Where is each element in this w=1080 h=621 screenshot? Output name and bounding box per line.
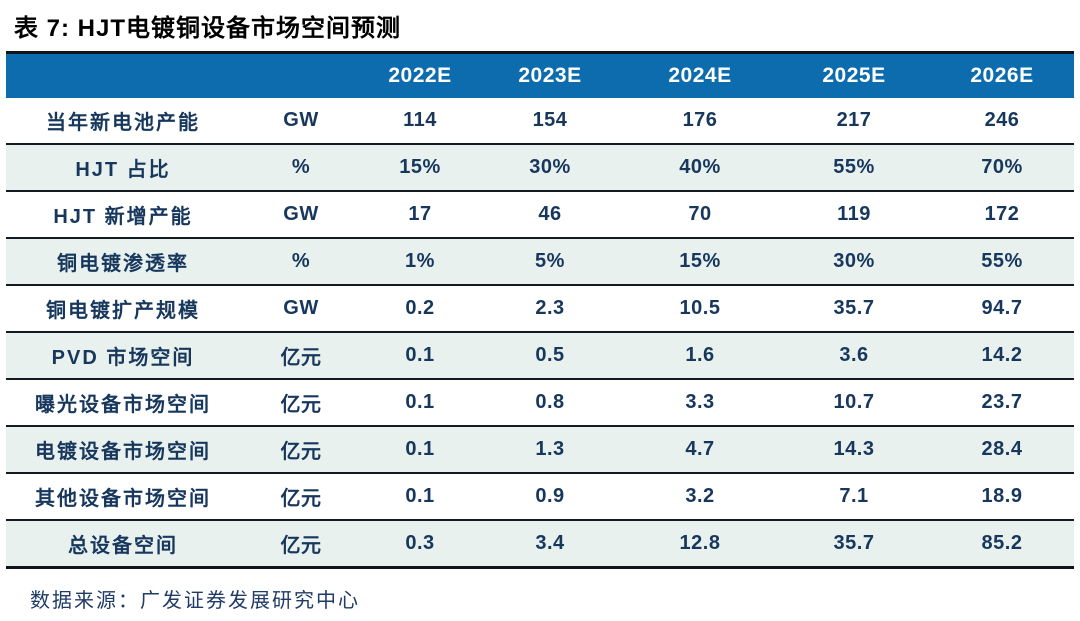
table-row: HJT 新增产能 GW 17 46 70 119 172	[6, 190, 1074, 238]
table-row: 铜电镀渗透率% 1% 5% 15% 30% 55%	[6, 237, 1074, 285]
table-row: 当年新电池产能 GW 114 154 176 217 246	[6, 98, 1074, 144]
header-cell-unit	[240, 52, 362, 98]
row-value: 40%	[622, 143, 778, 191]
header-cell-label	[6, 52, 240, 98]
row-label: 电镀设备市场空间	[6, 425, 240, 473]
row-label: HJT 新增产能	[6, 190, 240, 238]
row-value: 246	[984, 109, 1020, 131]
row-value: 217	[836, 109, 872, 131]
row-value: 3.4	[478, 519, 622, 568]
row-value: 23.7	[930, 378, 1074, 426]
row-unit: %	[240, 237, 362, 285]
row-value: 46	[478, 190, 622, 238]
row-value: 3.3	[622, 378, 778, 426]
row-value: 30%	[478, 143, 622, 191]
header-cell-2022e: 2022E	[362, 52, 478, 98]
header-cell-2024e: 2024E	[622, 52, 778, 98]
row-value: 10.5	[622, 284, 778, 332]
row-unit: 亿元	[240, 519, 362, 568]
row-value: 0.1	[362, 378, 478, 426]
row-label: 铜电镀扩产规模	[6, 284, 240, 332]
row-value: 119	[778, 190, 930, 238]
row-value: 12.8	[622, 519, 778, 568]
row-value: 28.4	[930, 425, 1074, 473]
row-value: 0.1	[362, 425, 478, 473]
row-value: 176	[682, 109, 718, 131]
row-value: 0.3	[362, 519, 478, 568]
row-value: 114	[403, 109, 437, 131]
row-value: 0.9	[478, 472, 622, 520]
table-title: 表 7: HJT电镀铜设备市场空间预测	[14, 15, 402, 42]
row-label: 铜电镀渗透率	[6, 237, 240, 285]
row-value: 35.7	[778, 284, 930, 332]
row-unit: 亿元	[240, 472, 362, 520]
row-value: 0.8	[478, 378, 622, 426]
row-unit: GW	[283, 109, 319, 131]
row-value: 172	[930, 190, 1074, 238]
row-label: 总设备空间	[6, 519, 240, 568]
row-unit: 亿元	[240, 425, 362, 473]
row-unit: %	[240, 143, 362, 191]
row-value: 85.2	[930, 519, 1074, 568]
table-row: 电镀设备市场空间 亿元 0.1 1.3 4.7 14.3 28.4	[6, 425, 1074, 473]
row-value: 70%	[930, 143, 1074, 191]
row-value: 35.7	[778, 519, 930, 568]
row-value: 14.3	[778, 425, 930, 473]
row-value: 3.2	[622, 472, 778, 520]
row-label: PVD 市场空间	[6, 331, 240, 379]
row-label: 当年新电池产能	[46, 112, 200, 134]
table-row: PVD 市场空间 亿元 0.1 0.5 1.6 3.6 14.2	[6, 331, 1074, 379]
row-value: 0.1	[362, 331, 478, 379]
row-value: 30%	[778, 237, 930, 285]
row-value: 70	[622, 190, 778, 238]
header-cell-2023e: 2023E	[478, 52, 622, 98]
row-value: 18.9	[930, 472, 1074, 520]
table-row: 曝光设备市场空间 亿元 0.1 0.8 3.3 10.7 23.7	[6, 378, 1074, 426]
table-row: 总设备空间 亿元 0.3 3.4 12.8 35.7 85.2	[6, 519, 1074, 568]
header-cell-2026e: 2026E	[930, 52, 1074, 98]
row-unit: 亿元	[240, 331, 362, 379]
header-row: 2022E 2023E 2024E 2025E 2026E	[6, 52, 1074, 98]
row-value: 0.5	[478, 331, 622, 379]
row-unit: GW	[240, 190, 362, 238]
table-body: 当年新电池产能 GW 114 154 176 217 246 HJT 占比% 15% 30% 40%…	[6, 98, 1074, 568]
row-value: 55%	[778, 143, 930, 191]
row-value: 154	[532, 109, 568, 131]
row-value: 94.7	[930, 284, 1074, 332]
row-value: 4.7	[622, 425, 778, 473]
row-value: 0.1	[362, 472, 478, 520]
row-value: 3.6	[778, 331, 930, 379]
table-row: 其他设备市场空间 亿元 0.1 0.9 3.2 7.1 18.9	[6, 472, 1074, 520]
table-row: 铜电镀扩产规模 GW 0.2 2.3 10.5 35.7 94.7	[6, 284, 1074, 332]
table-row: HJT 占比% 15% 30% 40% 55% 70%	[6, 143, 1074, 191]
row-value: 1%	[362, 237, 478, 285]
forecast-table: 2022E 2023E 2024E 2025E 2026E 当年新电池产能 GW 1…	[6, 51, 1074, 569]
row-value: 1.6	[622, 331, 778, 379]
row-unit: GW	[240, 284, 362, 332]
row-value: 2.3	[478, 284, 622, 332]
header-cell-2025e: 2025E	[778, 52, 930, 98]
row-label: 其他设备市场空间	[6, 472, 240, 520]
table-header: 2022E 2023E 2024E 2025E 2026E	[6, 52, 1074, 98]
row-value: 17	[362, 190, 478, 238]
row-label: HJT 占比	[6, 143, 240, 191]
row-value: 1.3	[478, 425, 622, 473]
row-value: 5%	[478, 237, 622, 285]
row-value: 14.2	[930, 331, 1074, 379]
row-value: 15%	[622, 237, 778, 285]
row-label: 曝光设备市场空间	[6, 378, 240, 426]
row-value: 55%	[930, 237, 1074, 285]
row-value: 15%	[362, 143, 478, 191]
row-value: 0.2	[362, 284, 478, 332]
data-source-note: 数据来源：广发证券发展研究中心	[30, 590, 360, 612]
row-value: 10.7	[778, 378, 930, 426]
row-unit: 亿元	[240, 378, 362, 426]
row-value: 7.1	[778, 472, 930, 520]
